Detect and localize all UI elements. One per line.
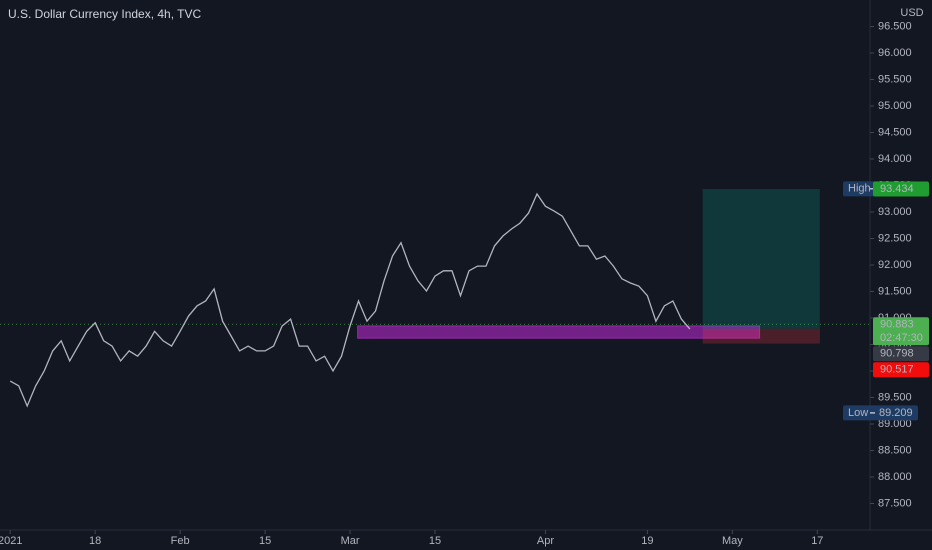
y-tick-label: 96.500 <box>878 20 912 32</box>
x-tick-label: 2021 <box>0 535 22 547</box>
tag-value: 90.883 <box>880 319 914 331</box>
chart-title: U.S. Dollar Currency Index, 4h, TVC <box>8 7 202 21</box>
y-tick-label: 88.000 <box>878 471 912 483</box>
position-stop <box>702 328 820 344</box>
support-zone <box>357 325 761 339</box>
x-tick-label: 18 <box>89 535 101 547</box>
y-tick-label: 89.500 <box>878 391 912 403</box>
tag-value: 89.209 <box>879 407 913 419</box>
tag-box <box>873 181 929 197</box>
price-line <box>9 192 691 408</box>
price-tag: 90.798 <box>873 346 929 362</box>
currency-label: USD <box>900 7 923 19</box>
tag-name: High <box>848 183 871 195</box>
tag-value: 90.517 <box>880 364 914 376</box>
y-tick-label: 93.000 <box>878 206 912 218</box>
tag-box <box>873 317 929 346</box>
y-tick-label: 95.500 <box>878 73 912 85</box>
y-tick-label: 91.500 <box>878 285 912 297</box>
tag-name: Low <box>848 407 868 419</box>
x-tick-label: May <box>722 535 743 547</box>
x-tick-label: Apr <box>537 535 554 547</box>
x-tick-label: 15 <box>259 535 271 547</box>
tag-value: 90.798 <box>880 348 914 360</box>
y-tick-label: 92.500 <box>878 232 912 244</box>
x-tick-label: 15 <box>429 535 441 547</box>
x-tick-label: Mar <box>341 535 360 547</box>
y-tick-label: 92.000 <box>878 259 912 271</box>
x-tick-label: Feb <box>171 535 190 547</box>
x-tick-label: 19 <box>641 535 653 547</box>
y-tick-label: 88.500 <box>878 444 912 456</box>
price-tag: 90.517 <box>873 362 929 378</box>
tag-box <box>873 346 929 362</box>
y-tick-label: 89.000 <box>878 418 912 430</box>
y-tick-label: 87.500 <box>878 497 912 509</box>
y-tick-label: 94.500 <box>878 126 912 138</box>
tag-value: 93.434 <box>880 183 914 195</box>
y-tick-label: 95.000 <box>878 100 912 112</box>
tag-countdown: 02:47:30 <box>880 332 923 344</box>
price-tag: Low 89.209 <box>843 405 918 421</box>
tag-box <box>873 362 929 378</box>
x-tick-label: 17 <box>811 535 823 547</box>
y-tick-label: 96.000 <box>878 47 912 59</box>
y-tick-label: 94.000 <box>878 153 912 165</box>
position-target <box>702 188 820 329</box>
price-tag: 93.434 <box>873 181 929 197</box>
tag-box <box>843 405 918 421</box>
